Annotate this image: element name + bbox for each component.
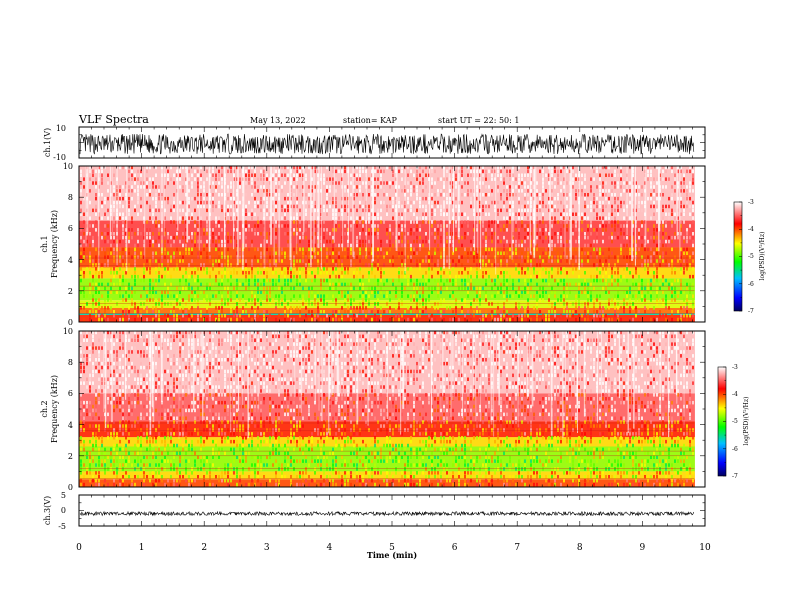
- xtick-4: 4: [327, 543, 333, 553]
- figure-title: VLF Spectra: [78, 113, 149, 126]
- ch2-spectrogram-speckle: [80, 330, 694, 487]
- cb1-tick-m3: -3: [748, 199, 754, 206]
- ch3-ytick-top: 5: [61, 491, 66, 500]
- cb1-tick-m7: -7: [748, 308, 754, 315]
- xtick-7: 7: [514, 543, 520, 553]
- xtick-10: 10: [699, 543, 711, 553]
- ch1-spectrogram-band-1: [79, 313, 695, 315]
- ch2-freq-tick-4: 4: [68, 421, 73, 430]
- cb2-tick-m4: -4: [732, 391, 738, 398]
- start-time-label: start UT = 22: 50: 1: [438, 116, 519, 125]
- xtick-2: 2: [201, 543, 207, 553]
- ch1-spectrogram-panel: 0 2 4 6 8 10 ch.1 Frequency (kHz): [40, 162, 706, 327]
- ch1-spectrogram-streaks: [85, 166, 681, 275]
- cb2-label: log(PSD)(V²/Hz): [743, 397, 750, 446]
- time-axis-label: Time (min): [367, 550, 417, 560]
- colorbar-ch1: -3 -4 -5 -6 -7 log(PSD)(V²/Hz): [733, 199, 766, 315]
- ch2-freq-tick-2: 2: [68, 452, 73, 461]
- ch1-freq-tick-4: 4: [68, 256, 73, 265]
- xtick-6: 6: [452, 543, 458, 553]
- ch1-waveform-trace: [79, 133, 695, 155]
- ch2-freq-ylabel: Frequency (kHz): [50, 375, 59, 443]
- ch2-freq-tick-10: 10: [63, 327, 73, 336]
- cb1-tick-m4: -4: [748, 226, 754, 233]
- ch2-spectrogram-streaks: [103, 331, 685, 440]
- cb1-tick-m5: -5: [748, 253, 754, 260]
- station-label: station= KAP: [343, 116, 398, 125]
- cb2-tick-m7: -7: [732, 473, 738, 480]
- ch1-spec-ylabel: ch.1: [40, 235, 49, 252]
- ch3-ylabel: ch.3(V): [43, 496, 52, 525]
- ch2-freq-tick-8: 8: [68, 358, 73, 367]
- xtick-3: 3: [264, 543, 270, 553]
- cb1-label: log(PSD)(V²/Hz): [759, 232, 766, 281]
- ch1-freq-tick-0: 0: [68, 318, 73, 327]
- xtick-5: 5: [389, 543, 395, 553]
- ch1-spectrogram-band-6: [79, 247, 695, 268]
- ch1-freq-tick-6: 6: [68, 224, 73, 233]
- ch1-spectrogram-tone-lines: [80, 257, 695, 314]
- ch1-ytick-top: 10: [56, 124, 66, 133]
- xtick-0: 0: [76, 543, 82, 553]
- ch3-waveform-trace: [79, 510, 695, 517]
- cb2-tick-m5: -5: [732, 418, 738, 425]
- ch1-freq-tick-2: 2: [68, 287, 73, 296]
- ch3-ytick-mid: 0: [61, 506, 66, 515]
- ch2-spec-ylabel: ch.2: [40, 400, 49, 417]
- ch1-ytick-bottom: -10: [53, 153, 66, 162]
- colorbar-ch2: -3 -4 -5 -6 -7 log(PSD)(V²/Hz): [717, 364, 750, 480]
- ch1-ylabel: ch.1(V): [43, 128, 52, 157]
- date-label: May 13, 2022: [250, 116, 306, 125]
- ch3-waveform-panel: 5 0 -5 ch.3(V) 0 1 2 3 4 5 6 7 8 9 10 Ti…: [43, 491, 711, 560]
- ch2-spectrogram-tone-lines: [80, 422, 695, 479]
- ch1-spectrogram-speckle: [80, 165, 694, 322]
- xtick-9: 9: [640, 543, 646, 553]
- ch3-ytick-bottom: -5: [58, 522, 66, 531]
- xtick-8: 8: [577, 543, 583, 553]
- cb2-tick-m3: -3: [732, 364, 738, 371]
- ch1-freq-tick-10: 10: [63, 162, 73, 171]
- ch2-freq-tick-0: 0: [68, 483, 73, 492]
- ch1-waveform-panel: 10 -10 ch.1(V): [43, 124, 706, 162]
- ch1-freq-ylabel: Frequency (kHz): [50, 210, 59, 278]
- ch1-freq-tick-8: 8: [68, 193, 73, 202]
- ch1-spectrogram-band-0: [79, 315, 695, 322]
- ch2-freq-tick-6: 6: [68, 389, 73, 398]
- cb1-tick-m6: -6: [748, 281, 754, 288]
- cb2-tick-m6: -6: [732, 446, 738, 453]
- ch1-spectrogram-band-5: [79, 267, 695, 279]
- ch2-spectrogram-panel: 0 2 4 6 8 10 ch.2 Frequency (kHz): [40, 327, 706, 492]
- xtick-1: 1: [139, 543, 145, 553]
